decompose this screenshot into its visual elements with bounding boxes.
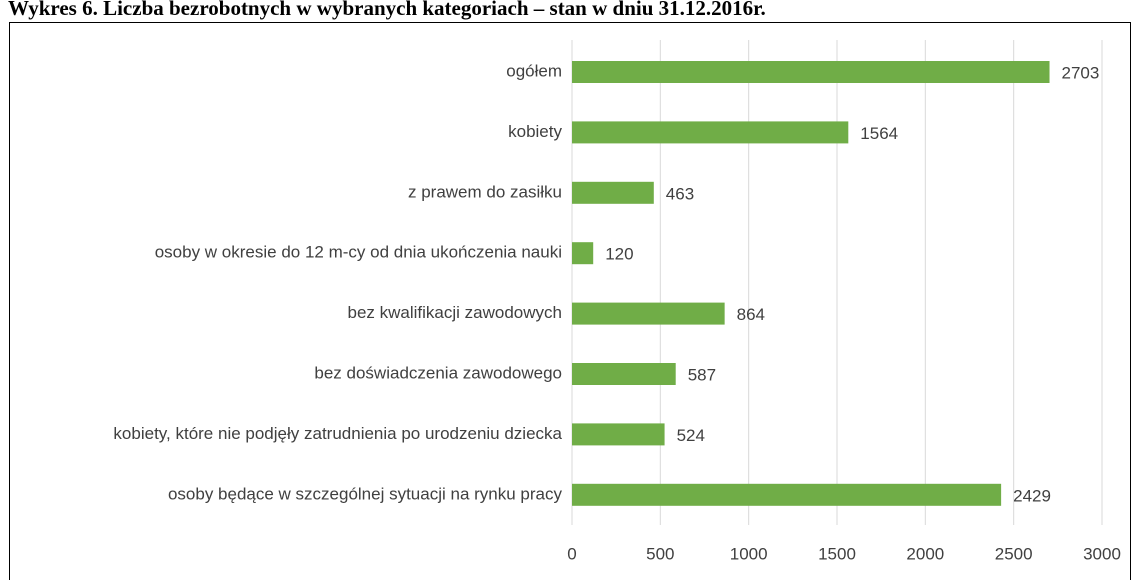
y-tick-label: osoby będące w szczególnej sytuacji na r…: [168, 484, 563, 503]
x-tick-label: 2500: [995, 544, 1033, 563]
value-label: 2429: [1013, 486, 1051, 505]
y-tick-label: z prawem do zasiłku: [408, 182, 562, 201]
x-tick-label: 2000: [906, 544, 944, 563]
value-label: 524: [677, 426, 705, 445]
bar: [572, 363, 676, 385]
bar: [572, 242, 594, 265]
bar: [572, 61, 1050, 83]
value-label: 864: [737, 305, 765, 324]
bar: [572, 181, 654, 204]
chart-frame: [9, 22, 1131, 580]
chart-title: Wykres 6. Liczba bezrobotnych w wybranyc…: [8, 0, 766, 20]
y-tick-label: ogółem: [506, 61, 562, 80]
y-tick-label: kobiety, które nie podjęły zatrudnienia …: [113, 424, 562, 443]
x-tick-label: 1500: [818, 544, 856, 563]
value-label: 587: [688, 365, 716, 384]
bar: [572, 483, 1002, 506]
x-tick-label: 0: [567, 544, 576, 563]
x-tick-label: 500: [646, 544, 674, 563]
bar: [572, 423, 665, 446]
y-tick-label: osoby w okresie do 12 m-cy od dnia ukońc…: [155, 243, 562, 262]
value-label: 463: [666, 184, 694, 203]
value-label: 1564: [860, 124, 898, 143]
y-tick-label: bez kwalifikacji zawodowych: [348, 303, 562, 322]
value-label: 2703: [1062, 63, 1100, 82]
value-label: 120: [605, 245, 633, 264]
y-tick-label: bez doświadczenia zawodowego: [314, 363, 562, 382]
x-tick-label: 1000: [730, 544, 768, 563]
bar: [572, 121, 849, 144]
bar: [572, 302, 725, 325]
y-tick-label: kobiety: [508, 122, 562, 141]
x-tick-label: 3000: [1083, 544, 1121, 563]
